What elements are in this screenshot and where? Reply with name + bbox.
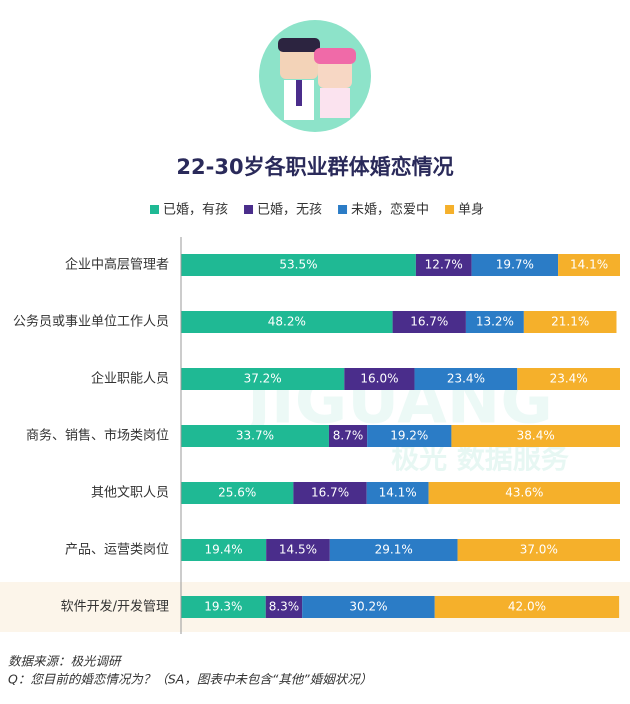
value-label: 19.7% xyxy=(496,258,534,272)
bar-segment xyxy=(517,368,620,390)
bar-segment xyxy=(302,596,435,618)
bar-segment xyxy=(451,425,620,447)
legend-label: 单身 xyxy=(458,202,484,218)
watermark: 极光 数据服务 xyxy=(391,442,569,475)
value-label: 19.2% xyxy=(390,429,428,443)
value-label: 8.3% xyxy=(269,600,300,614)
bar-segment xyxy=(415,254,472,276)
value-label: 12.7% xyxy=(425,258,463,272)
bar-segment xyxy=(367,425,452,447)
chart-title: 22-30岁各职业群体婚恋情况 xyxy=(176,155,453,179)
bar-segment xyxy=(392,311,466,333)
legend-label: 未婚，恋爱中 xyxy=(351,202,429,218)
bar-segment xyxy=(434,596,620,618)
note: Q：您目前的婚恋情况为？（SA，图表中未包含“其他”婚姻状况） xyxy=(8,672,372,687)
value-label: 14.1% xyxy=(570,258,608,272)
avatar xyxy=(259,20,371,132)
value-label: 38.4% xyxy=(517,429,555,443)
value-label: 8.7% xyxy=(333,429,364,443)
bar-segment xyxy=(293,482,367,504)
bar-segment xyxy=(366,482,429,504)
bar-segment xyxy=(523,311,617,333)
value-label: 16.7% xyxy=(410,315,448,329)
bar-segment xyxy=(266,539,330,561)
legend-swatch xyxy=(338,205,348,214)
legend-swatch xyxy=(150,205,159,214)
y-tick-label: 企业职能人员 xyxy=(91,371,169,387)
y-tick-label: 其他文职人员 xyxy=(91,486,169,501)
y-tick-label: 公务员或事业单位工作人员 xyxy=(13,314,169,330)
legend-swatch xyxy=(445,205,455,214)
value-label: 14.1% xyxy=(379,486,417,500)
bar-segment xyxy=(181,482,294,504)
y-tick-label: 产品、运营类岗位 xyxy=(65,543,169,558)
bar-segment xyxy=(181,368,345,390)
value-label: 37.0% xyxy=(520,543,558,557)
bar-segment xyxy=(471,254,559,276)
bar-segment xyxy=(344,368,415,390)
value-label: 19.3% xyxy=(204,600,242,614)
value-label: 23.4% xyxy=(550,372,588,386)
value-label: 42.0% xyxy=(508,600,546,614)
legend-label: 已婚，有孩 xyxy=(163,203,228,218)
bar-segment xyxy=(414,368,518,390)
value-label: 53.5% xyxy=(279,258,317,272)
bar-segment xyxy=(181,254,416,276)
bar-segment xyxy=(181,596,266,618)
value-label: 33.7% xyxy=(236,429,274,443)
value-label: 21.1% xyxy=(551,315,589,329)
value-label: 48.2% xyxy=(268,315,306,329)
value-label: 16.0% xyxy=(360,372,398,386)
bar-segment xyxy=(265,596,303,618)
bar-segment xyxy=(329,539,458,561)
bar-segment xyxy=(181,311,393,333)
value-label: 16.7% xyxy=(311,486,349,500)
value-label: 23.4% xyxy=(447,372,485,386)
legend-label: 已婚，无孩 xyxy=(257,203,322,218)
value-label: 13.2% xyxy=(476,315,514,329)
value-label: 37.2% xyxy=(244,372,282,386)
bar-segment xyxy=(328,425,368,447)
y-tick-label: 商务、销售、市场类岗位 xyxy=(26,428,169,444)
value-label: 25.6% xyxy=(218,486,256,500)
value-label: 43.6% xyxy=(505,486,543,500)
bar-segment xyxy=(457,539,620,561)
legend-swatch xyxy=(244,205,254,214)
value-label: 29.1% xyxy=(375,543,413,557)
y-tick-label: 企业中高层管理者 xyxy=(65,257,169,273)
bar-segment xyxy=(558,254,620,276)
bar-segment xyxy=(465,311,524,333)
value-label: 30.2% xyxy=(349,600,387,614)
value-label: 14.5% xyxy=(279,543,317,557)
note: 数据来源：极光调研 xyxy=(8,654,123,669)
bar-segment xyxy=(181,539,267,561)
bar-segment xyxy=(181,425,329,447)
bar-segment xyxy=(428,482,620,504)
y-tick-label: 软件开发/开发管理 xyxy=(61,599,169,615)
value-label: 19.4% xyxy=(205,543,243,557)
